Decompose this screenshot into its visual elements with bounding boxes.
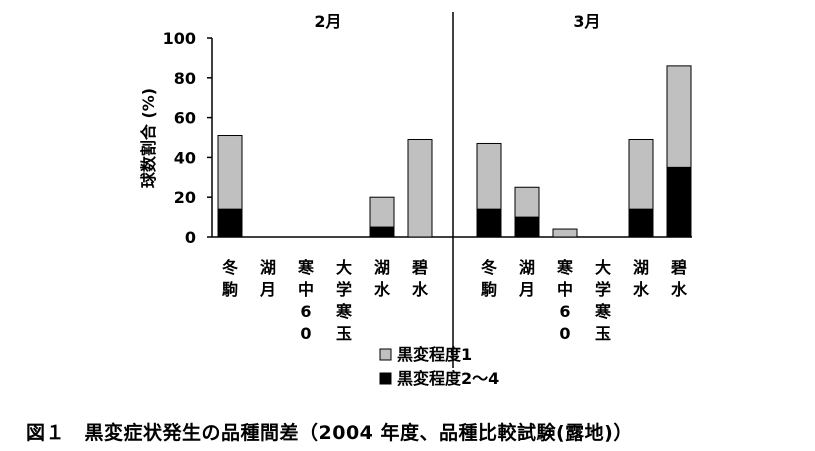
x-tick-char: 湖 [374,258,390,277]
x-tick-label: 寒中 6 0 [297,258,315,343]
x-tick-char: 水 [374,280,391,299]
bar-mild [369,196,395,228]
x-tick-char: 寒 [297,258,315,277]
x-tick-char: 月 [259,280,276,299]
y-tick-label: 40 [174,148,196,167]
x-tick-char: 碧 [670,258,687,277]
x-tick-label: 碧水 [670,258,688,299]
x-tick-label: 湖月 [259,258,276,299]
axes [211,12,692,368]
x-tick-char: 寒 [335,302,353,321]
bar-severe [628,208,654,238]
y-ticks: 0 20 40 60 80 100 [163,29,212,247]
x-tick-char: 6 [300,302,311,321]
y-axis-label: 球数割合 (%) [139,88,158,188]
x-tick-char: 水 [412,280,429,299]
x-tick-char: 中 [298,280,314,299]
legend-label: 黒変程度1 [397,345,472,364]
x-tick-char: 玉 [595,324,611,343]
month-label: 3月 [573,12,600,31]
x-tick-char: 大 [595,258,611,277]
legend-swatch [379,372,392,385]
bar-mild [552,228,578,238]
x-tick-char: 駒 [481,280,497,299]
bar-mild [514,186,540,218]
x-tick-char: 湖 [519,258,535,277]
x-tick-char: 水 [633,280,650,299]
legend-swatch [379,348,392,361]
x-tick-char: 学 [336,280,352,299]
bar-severe [369,226,395,238]
x-tick-char: 大 [336,258,352,277]
x-tick-char: 寒 [594,302,612,321]
figure-caption: 図１ 黒変症状発生の品種間差（2004 年度、品種比較試験(露地)） [26,422,633,444]
x-tick-label: 湖水 [374,258,391,299]
x-tick-char: 寒 [556,258,574,277]
x-tick-char: 6 [559,302,570,321]
bar-mild [476,142,502,210]
bar-mild [407,138,433,238]
x-tick-label: 湖水 [633,258,650,299]
y-tick-label: 60 [174,109,196,128]
month-labels: 2月 3月 [314,12,600,31]
x-tick-char: 水 [671,280,688,299]
y-tick-label: 20 [174,188,196,207]
bar-severe [217,208,243,238]
bar-mild [628,138,654,210]
x-tick-char: 湖 [633,258,649,277]
x-tick-char: 碧 [411,258,428,277]
x-tick-char: 学 [595,280,611,299]
x-tick-label: 湖月 [518,258,535,299]
bar-severe [476,208,502,238]
bars [217,65,692,238]
bar-mild [217,135,243,210]
x-tick-label: 碧水 [411,258,429,299]
x-tick-char: 湖 [260,258,276,277]
bar-mild [666,65,692,168]
x-tick-char: 冬 [481,258,497,277]
bar-severe [514,216,540,238]
legend: 黒変程度1 黒変程度2～4 [379,345,499,388]
x-tick-label: 寒中 6 0 [556,258,574,343]
x-tick-char: 冬 [222,258,238,277]
month-label: 2月 [314,12,341,31]
x-tick-char: 中 [557,280,573,299]
y-tick-label: 80 [174,69,196,88]
legend-label: 黒変程度2～4 [397,369,499,388]
x-tick-label: 冬駒 [481,258,497,299]
x-tick-char: 0 [300,324,311,343]
x-tick-char: 玉 [336,324,352,343]
x-tick-char: 0 [559,324,570,343]
bar-severe [666,166,692,238]
x-tick-char: 月 [518,280,535,299]
y-tick-label: 0 [185,228,196,247]
y-tick-label: 100 [163,29,196,48]
x-tick-char: 駒 [222,280,238,299]
x-tick-label: 冬駒 [222,258,238,299]
